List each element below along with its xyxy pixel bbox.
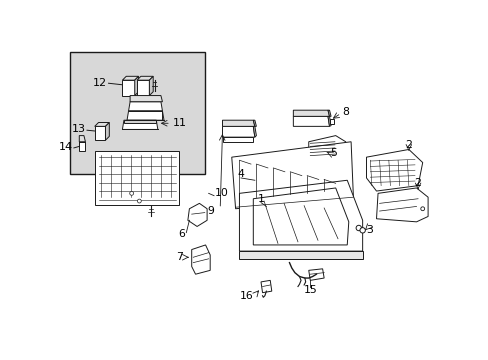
Text: 11: 11 — [172, 118, 186, 128]
Text: 8: 8 — [341, 108, 348, 117]
Polygon shape — [79, 142, 85, 151]
Polygon shape — [130, 95, 162, 102]
Circle shape — [129, 192, 133, 195]
Text: 12: 12 — [93, 78, 107, 88]
Polygon shape — [222, 126, 254, 137]
Polygon shape — [105, 122, 109, 140]
Polygon shape — [293, 116, 329, 126]
Polygon shape — [95, 122, 109, 126]
Text: 3: 3 — [366, 225, 373, 235]
Polygon shape — [137, 76, 153, 80]
Polygon shape — [293, 110, 329, 116]
Polygon shape — [122, 80, 135, 95]
Text: 13: 13 — [71, 125, 85, 134]
Polygon shape — [95, 151, 179, 205]
Text: 15: 15 — [303, 285, 317, 294]
Polygon shape — [95, 126, 105, 140]
Polygon shape — [231, 142, 353, 209]
Text: 9: 9 — [207, 206, 214, 216]
Polygon shape — [222, 137, 253, 142]
Polygon shape — [239, 251, 362, 259]
Polygon shape — [253, 126, 256, 137]
Text: 2: 2 — [414, 178, 421, 188]
Polygon shape — [149, 76, 153, 95]
Polygon shape — [128, 102, 162, 111]
Polygon shape — [127, 111, 163, 120]
Polygon shape — [222, 120, 254, 126]
Polygon shape — [327, 110, 330, 116]
Polygon shape — [308, 136, 345, 163]
Polygon shape — [253, 188, 348, 245]
Text: 2: 2 — [405, 140, 411, 150]
Polygon shape — [187, 203, 207, 226]
Polygon shape — [79, 136, 85, 142]
Text: 4: 4 — [237, 169, 244, 179]
Polygon shape — [122, 76, 138, 80]
Polygon shape — [366, 149, 422, 191]
Circle shape — [137, 199, 141, 203]
Bar — [70, 53, 204, 174]
Polygon shape — [135, 76, 138, 95]
Circle shape — [355, 225, 361, 231]
Text: 7: 7 — [176, 252, 183, 262]
Text: 14: 14 — [59, 142, 73, 152]
Polygon shape — [239, 180, 362, 251]
Text: 16: 16 — [239, 291, 253, 301]
Circle shape — [359, 228, 365, 233]
Circle shape — [420, 207, 424, 211]
Polygon shape — [253, 120, 256, 126]
Polygon shape — [327, 116, 330, 126]
Text: 10: 10 — [214, 188, 228, 198]
Text: 6: 6 — [178, 229, 185, 239]
Polygon shape — [329, 119, 333, 124]
Text: 1: 1 — [257, 194, 264, 204]
Polygon shape — [261, 280, 271, 293]
Polygon shape — [308, 269, 324, 280]
Polygon shape — [191, 245, 210, 274]
Text: 5: 5 — [329, 148, 337, 158]
Polygon shape — [376, 188, 427, 222]
Polygon shape — [123, 120, 156, 123]
Polygon shape — [137, 80, 149, 95]
Polygon shape — [122, 120, 158, 130]
